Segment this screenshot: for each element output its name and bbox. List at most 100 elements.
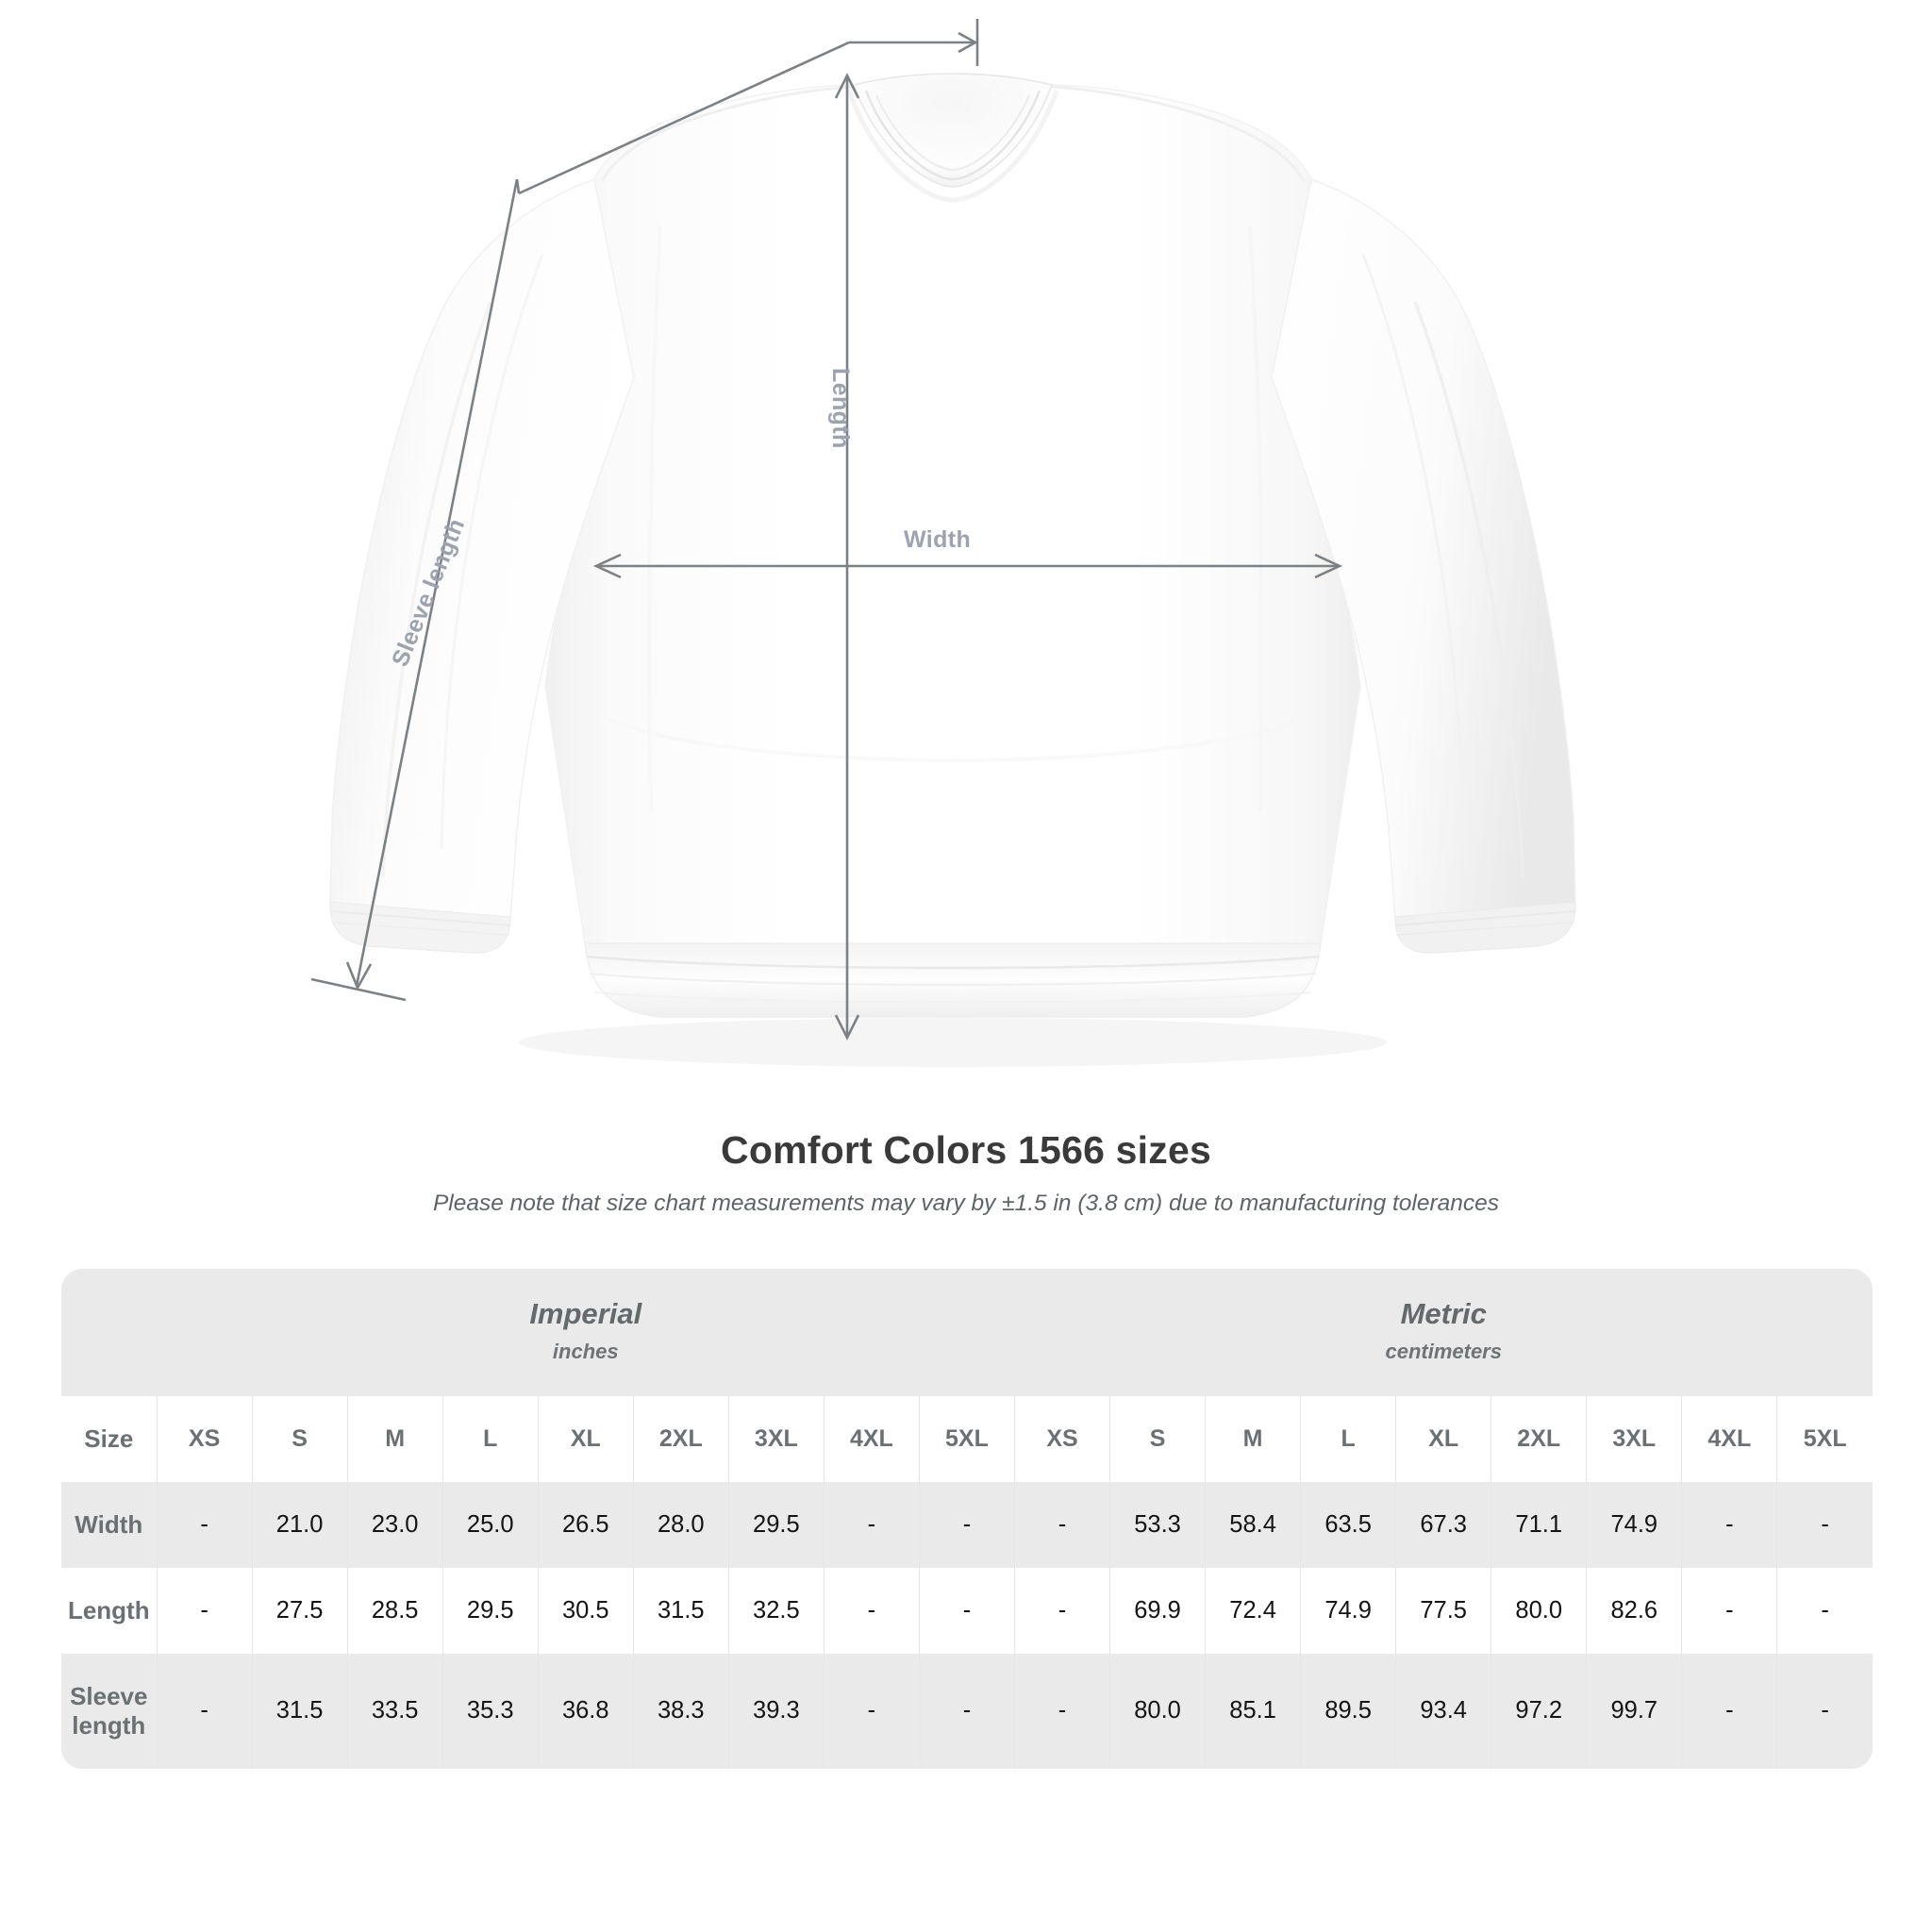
width-label: Width xyxy=(904,526,972,553)
cell-length-metric-l: 74.9 xyxy=(1300,1567,1396,1654)
page-title: Comfort Colors 1566 sizes xyxy=(721,1128,1211,1172)
unit-sub-imperial: inches xyxy=(552,1339,619,1363)
table-row-length: Length - 27.5 28.5 29.5 30.5 31.5 32.5 -… xyxy=(61,1567,1873,1654)
cell-length-imperial-m: 28.5 xyxy=(346,1567,443,1654)
garment-illustration: Length Width Sleeve length xyxy=(310,19,1576,1041)
cell-width-imperial-2xl: 28.0 xyxy=(632,1481,729,1568)
cell-width-imperial-xl: 26.5 xyxy=(537,1481,634,1568)
cell-width-metric-xs: - xyxy=(1013,1481,1110,1568)
cell-length-metric-5xl: - xyxy=(1776,1567,1873,1654)
cell-width-metric-2xl: 71.1 xyxy=(1491,1481,1587,1568)
measurement-annotations xyxy=(310,19,1343,1041)
size-header-metric-5xl: 5XL xyxy=(1776,1395,1873,1482)
table-row-width: Width - 21.0 23.0 25.0 26.5 28.0 29.5 - … xyxy=(61,1481,1873,1568)
sleeve-arrowhead-right xyxy=(958,31,978,54)
unit-header-row: Imperial inches Metric centimeters xyxy=(61,1269,1873,1396)
cell-length-metric-xs: - xyxy=(1013,1567,1110,1654)
size-chart-table: Imperial inches Metric centimeters Size … xyxy=(61,1269,1873,1769)
size-header-metric-xl: XL xyxy=(1395,1395,1491,1482)
cell-length-imperial-4xl: - xyxy=(823,1567,920,1654)
unit-header-imperial: Imperial inches xyxy=(157,1269,1015,1396)
length-arrowhead-top xyxy=(834,73,860,99)
chart-heading: Comfort Colors 1566 sizes Please note th… xyxy=(0,1127,1932,1219)
cell-length-metric-3xl: 82.6 xyxy=(1586,1567,1682,1654)
size-header-imperial-5xl: 5XL xyxy=(918,1395,1015,1482)
size-header-metric-2xl: 2XL xyxy=(1491,1395,1587,1482)
cell-width-imperial-4xl: - xyxy=(823,1481,920,1568)
sleeve-diagonal-segment xyxy=(355,178,519,987)
size-header-imperial-2xl: 2XL xyxy=(632,1395,729,1482)
row-label-length: Length xyxy=(67,1595,150,1624)
size-header-row: Size XS S M L XL 2XL 3XL 4XL 5XL XS S M … xyxy=(61,1395,1873,1482)
cell-length-imperial-xl: 30.5 xyxy=(537,1567,634,1654)
cell-width-imperial-3xl: 29.5 xyxy=(727,1481,824,1568)
cell-sleeve-imperial-l: 35.3 xyxy=(441,1653,539,1769)
cell-sleeve-metric-m: 85.1 xyxy=(1205,1653,1301,1769)
cell-width-metric-4xl: - xyxy=(1681,1481,1777,1568)
cell-length-metric-4xl: - xyxy=(1681,1567,1777,1654)
cell-length-imperial-2xl: 31.5 xyxy=(632,1567,729,1654)
length-label: Length xyxy=(827,368,854,449)
cell-width-imperial-m: 23.0 xyxy=(346,1481,443,1568)
cell-sleeve-metric-4xl: - xyxy=(1681,1653,1777,1769)
cell-sleeve-metric-l: 89.5 xyxy=(1300,1653,1396,1769)
cell-length-imperial-s: 27.5 xyxy=(251,1567,348,1654)
size-header-imperial-m: M xyxy=(346,1395,443,1482)
cell-sleeve-imperial-xs: - xyxy=(156,1653,253,1769)
cell-length-imperial-3xl: 32.5 xyxy=(727,1567,824,1654)
sweatshirt-image xyxy=(329,73,1576,1018)
cell-length-imperial-xs: - xyxy=(156,1567,253,1654)
cell-sleeve-imperial-s: 31.5 xyxy=(251,1653,348,1769)
size-header-imperial-4xl: 4XL xyxy=(823,1395,920,1482)
cell-sleeve-metric-2xl: 97.2 xyxy=(1491,1653,1587,1769)
sleeve-shoulder-segment xyxy=(518,41,850,195)
cell-width-metric-5xl: - xyxy=(1776,1481,1873,1568)
sleeve-arrowhead-bottom xyxy=(345,961,373,991)
size-header-imperial-3xl: 3XL xyxy=(727,1395,824,1482)
cell-length-metric-2xl: 80.0 xyxy=(1491,1567,1587,1654)
cell-sleeve-metric-3xl: 99.7 xyxy=(1586,1653,1682,1769)
table-row-sleeve-length: Sleeve length - 31.5 33.5 35.3 36.8 38.3… xyxy=(61,1653,1873,1769)
cell-sleeve-imperial-3xl: 39.3 xyxy=(727,1653,824,1769)
cell-width-imperial-xs: - xyxy=(156,1481,253,1568)
cell-sleeve-metric-xl: 93.4 xyxy=(1395,1653,1491,1769)
cell-sleeve-imperial-2xl: 38.3 xyxy=(632,1653,729,1769)
width-arrowhead-left xyxy=(592,553,622,579)
cell-width-metric-xl: 67.3 xyxy=(1395,1481,1491,1568)
sleeve-bottom-tick xyxy=(310,977,407,1002)
size-header-metric-m: M xyxy=(1205,1395,1301,1482)
cell-length-metric-xl: 77.5 xyxy=(1395,1567,1491,1654)
cell-sleeve-imperial-4xl: - xyxy=(823,1653,920,1769)
size-header-metric-4xl: 4XL xyxy=(1681,1395,1777,1482)
size-header-imperial-xs: XS xyxy=(156,1395,253,1482)
unit-sub-metric: centimeters xyxy=(1385,1339,1502,1363)
cell-sleeve-metric-s: 80.0 xyxy=(1109,1653,1206,1769)
width-arrowhead-right xyxy=(1314,553,1343,579)
cell-sleeve-imperial-m: 33.5 xyxy=(346,1653,443,1769)
cell-width-imperial-l: 25.0 xyxy=(441,1481,539,1568)
tolerance-note: Please note that size chart measurements… xyxy=(432,1191,1500,1217)
cell-length-metric-m: 72.4 xyxy=(1205,1567,1301,1654)
size-header-metric-3xl: 3XL xyxy=(1586,1395,1682,1482)
row-label-width: Width xyxy=(61,1481,158,1568)
cell-width-metric-s: 53.3 xyxy=(1109,1481,1206,1568)
size-header-imperial-s: S xyxy=(251,1395,348,1482)
cell-width-metric-3xl: 74.9 xyxy=(1586,1481,1682,1568)
cell-sleeve-metric-xs: - xyxy=(1013,1653,1110,1769)
unit-name-metric: Metric xyxy=(1400,1297,1487,1330)
cell-width-metric-m: 58.4 xyxy=(1205,1481,1301,1568)
unit-header-metric: Metric centimeters xyxy=(1014,1269,1873,1396)
cell-width-metric-l: 63.5 xyxy=(1300,1481,1396,1568)
cell-length-metric-s: 69.9 xyxy=(1109,1567,1206,1654)
cell-width-imperial-5xl: - xyxy=(918,1481,1015,1568)
size-chart-table-container: Imperial inches Metric centimeters Size … xyxy=(61,1269,1873,1769)
cell-width-imperial-s: 21.0 xyxy=(251,1481,348,1568)
row-label-sleeve-length: Sleeve length xyxy=(61,1653,158,1769)
unit-header-spacer xyxy=(61,1269,158,1396)
size-header-metric-s: S xyxy=(1109,1395,1206,1482)
length-arrowhead-bottom xyxy=(834,1014,860,1041)
size-header-imperial-xl: XL xyxy=(537,1395,634,1482)
cell-sleeve-imperial-5xl: - xyxy=(918,1653,1015,1769)
cell-sleeve-imperial-xl: 36.8 xyxy=(537,1653,634,1769)
